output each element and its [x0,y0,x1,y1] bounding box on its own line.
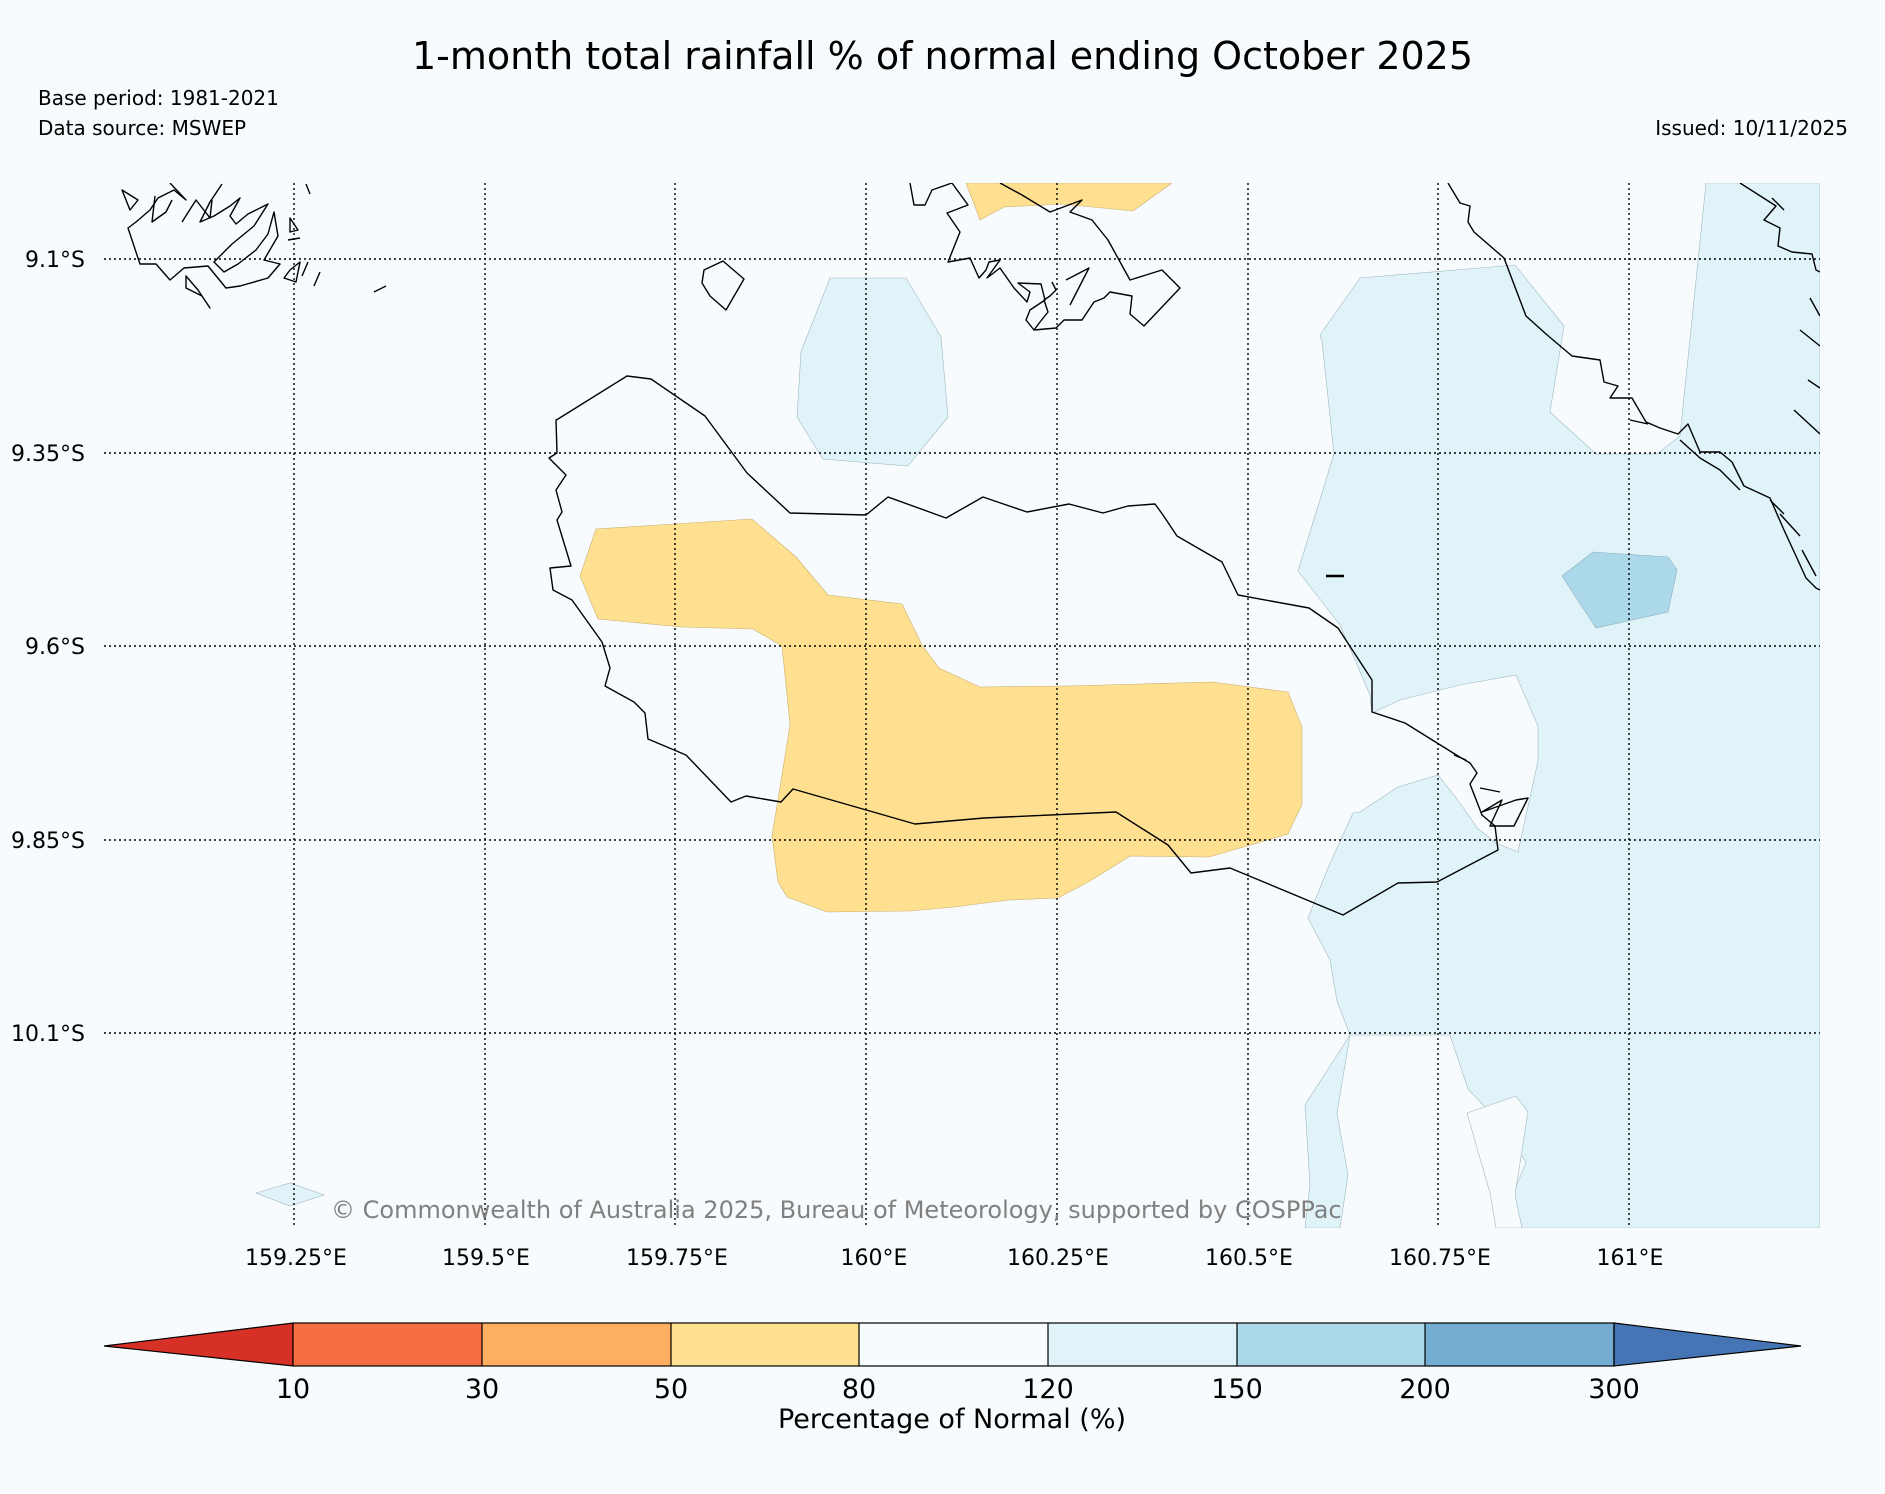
lon-label: 159.5°E [442,1246,530,1271]
rainfall-zone-120-150-east [1297,183,1820,1228]
colorbar-tick-label: 30 [465,1374,499,1405]
lon-label: 161°E [1597,1246,1664,1271]
colorbar-extend-low [103,1322,294,1367]
lat-label: 9.85°S [11,829,85,854]
colorbar: 10 30 50 80 120 150 200 300 Percentage o… [103,1322,1802,1435]
colorbar-segment [1237,1323,1425,1366]
colorbar-segment [671,1323,859,1366]
map-title: 1-month total rainfall % of normal endin… [411,34,1474,78]
colorbar-tick-label: 10 [276,1374,310,1405]
colorbar-segment [482,1323,671,1366]
longitude-labels: 159.25°E 159.5°E 159.75°E 160°E 160.25°E… [245,1246,1663,1271]
coastline-marau-islets [1453,754,1529,827]
rainfall-zone-50-80 [579,518,1303,913]
lon-label: 160°E [841,1246,908,1271]
colorbar-tick-label: 80 [842,1374,876,1405]
colorbar-segment [1425,1323,1614,1366]
lon-label: 160.75°E [1389,1246,1491,1271]
colorbar-tick-label: 120 [1022,1374,1074,1405]
lat-label: 9.1°S [25,248,85,273]
latitude-labels: 9.1°S 9.35°S 9.6°S 9.85°S 10.1°S [11,248,85,1047]
coastline-guadalcanal [548,375,1499,916]
colorbar-tick-label: 300 [1588,1374,1640,1405]
colorbar-segment [1048,1323,1237,1366]
rainfall-zone-80-120-east [1466,1095,1529,1228]
lon-label: 160.5°E [1205,1246,1293,1271]
copyright-notice: © Commonwealth of Australia 2025, Bureau… [331,1196,1342,1224]
lon-label: 159.25°E [245,1246,347,1271]
coastline-savo [701,260,745,311]
colorbar-segment [293,1323,482,1366]
issued-date: Issued: 10/11/2025 [1655,116,1848,140]
coastline-nggela [909,183,1181,331]
coastlines [121,183,1820,916]
graticule [104,183,1820,1228]
colorbar-title: Percentage of Normal (%) [778,1404,1126,1435]
base-period: Base period: 1981-2021 [38,86,279,110]
colorbar-tick-label: 50 [654,1374,688,1405]
colorbar-tick-label: 200 [1399,1374,1451,1405]
colorbar-tick-label: 150 [1211,1374,1263,1405]
lon-label: 160.25°E [1007,1246,1109,1271]
rainfall-layer [104,183,1820,1228]
rainfall-zone-120-150-central [796,277,949,467]
colorbar-segment [859,1323,1048,1366]
lon-label: 159.75°E [626,1246,728,1271]
rainfall-zone-120-150-sw [255,1182,325,1207]
colorbar-extend-high [1613,1322,1802,1367]
rainfall-zone-150-200 [1561,551,1678,629]
data-source: Data source: MSWEP [38,116,247,140]
lat-label: 10.1°S [11,1022,85,1047]
lat-label: 9.35°S [11,442,85,467]
coastline-russell-islands [127,183,281,289]
coastline-malaita [1447,183,1820,591]
lat-label: 9.6°S [25,635,85,660]
